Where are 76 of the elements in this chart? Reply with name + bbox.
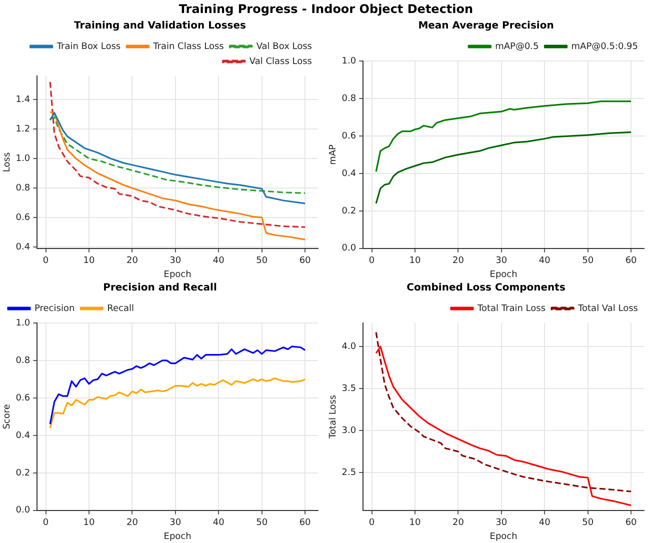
x-tick-label: 30 [496, 256, 508, 266]
x-tick-label: 0 [368, 518, 375, 528]
x-axis-title: Epoch [490, 270, 518, 280]
x-tick-label: 60 [299, 256, 312, 266]
y-tick-label: 0.6 [342, 131, 356, 142]
x-tick-label: 10 [409, 518, 421, 528]
x-tick-label: 50 [582, 518, 594, 528]
y-axis-title: mAP [328, 144, 339, 165]
y-tick-label: 3.5 [342, 384, 356, 394]
y-tick-label: 4.0 [342, 342, 356, 352]
x-tick-label: 60 [625, 256, 638, 266]
y-tick-label: 0.0 [342, 244, 356, 254]
y-tick-label: 1.0 [16, 318, 30, 328]
legend-label: Total Val Loss [577, 304, 638, 314]
x-tick-label: 50 [582, 256, 594, 266]
y-tick-label: 0.2 [342, 206, 356, 216]
legend-label: mAP@0.5 [495, 42, 539, 52]
x-tick-label: 20 [126, 518, 138, 528]
x-tick-label: 50 [256, 518, 268, 528]
legend-label: Precision [34, 304, 75, 314]
x-axis-title: Epoch [164, 532, 192, 542]
x-tick-label: 10 [83, 256, 95, 266]
chart-title: Combined Loss Components [406, 282, 566, 294]
x-tick-label: 10 [409, 256, 421, 266]
legend-label: Train Class Loss [152, 42, 224, 52]
text: Training Progress - Indoor Object Detection [178, 2, 474, 16]
y-axis-title: Score [2, 404, 13, 430]
x-tick-label: 30 [170, 518, 182, 528]
line-series [49, 116, 306, 194]
y-tick-label: 0.4 [342, 168, 356, 179]
legend-label: Val Box Loss [256, 42, 312, 52]
y-tick-label: 1.4 [16, 94, 30, 105]
x-tick-label: 60 [625, 518, 638, 528]
line-series [49, 81, 306, 228]
x-tick-label: 30 [170, 256, 182, 266]
y-tick-label: 0.6 [16, 393, 30, 404]
x-axis-title: Epoch [164, 270, 192, 280]
y-axis-title: Total Loss [328, 394, 339, 440]
legend-label: Total Train Loss [476, 304, 546, 314]
y-tick-label: 0.6 [16, 212, 30, 223]
x-tick-label: 40 [212, 518, 225, 528]
y-axis-title: Loss [2, 152, 13, 172]
y-tick-label: 0.2 [16, 468, 30, 478]
x-tick-label: 60 [299, 518, 312, 528]
legend-label: Val Class Loss [249, 56, 312, 67]
x-tick-label: 0 [368, 256, 375, 266]
x-tick-label: 0 [42, 518, 49, 528]
line-series [375, 331, 632, 492]
chart-title: Precision and Recall [103, 282, 217, 294]
chart-title: Mean Average Precision [418, 20, 554, 32]
legend-label: Recall [107, 304, 134, 314]
y-tick-label: 0.8 [16, 183, 30, 194]
x-tick-label: 20 [126, 256, 138, 266]
x-tick-label: 40 [538, 256, 551, 266]
chart-title: Training and Validation Losses [74, 20, 246, 32]
y-tick-label: 0.8 [342, 94, 356, 104]
y-tick-label: 2.5 [342, 468, 356, 478]
x-tick-label: 0 [42, 256, 49, 266]
y-tick-label: 0.0 [16, 506, 30, 516]
x-tick-label: 20 [452, 518, 464, 528]
legend-label: mAP@0.5:0.95 [571, 42, 638, 52]
y-tick-label: 0.4 [16, 242, 30, 252]
y-tick-label: 0.4 [16, 430, 30, 441]
x-tick-label: 30 [496, 518, 508, 528]
x-axis-title: Epoch [490, 532, 518, 542]
x-tick-label: 10 [83, 518, 95, 528]
y-tick-label: 0.8 [16, 356, 30, 366]
y-tick-label: 1.0 [16, 154, 30, 164]
legend-label: Train Box Loss [56, 42, 121, 52]
x-tick-label: 40 [212, 256, 225, 266]
y-tick-label: 3.0 [342, 426, 356, 436]
x-tick-label: 20 [452, 256, 464, 266]
x-tick-label: 40 [538, 518, 551, 528]
y-tick-label: 1.0 [342, 56, 356, 66]
y-tick-label: 1.2 [16, 124, 30, 134]
x-tick-label: 50 [256, 256, 268, 266]
